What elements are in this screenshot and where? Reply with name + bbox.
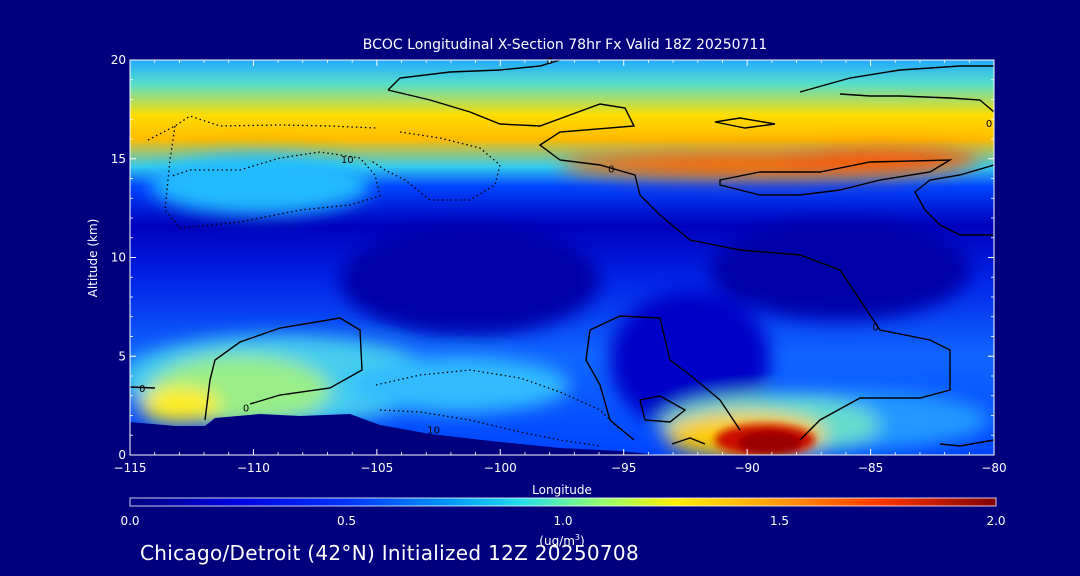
colorbar-tick-label: 1.5	[770, 514, 789, 528]
contour-label: 10	[341, 155, 354, 166]
x-tick-label: −100	[484, 461, 517, 475]
chart-title: BCOC Longitudinal X-Section 78hr Fx Vali…	[363, 37, 767, 53]
x-tick-label: −95	[611, 461, 636, 475]
colorbar-tick-label: 0.0	[120, 514, 139, 528]
colorbar-tick-label: 1.0	[553, 514, 572, 528]
max-concentration-core	[738, 431, 802, 455]
colorbar-unit-label: (ug/m3)	[539, 533, 584, 548]
contour-label: 0	[139, 384, 145, 395]
footer-caption: Chicago/Detroit (42°N) Initialized 12Z 2…	[140, 541, 639, 565]
plume-region	[350, 357, 570, 413]
y-axis-label: Altitude (km)	[86, 219, 100, 298]
x-tick-label: −115	[114, 461, 147, 475]
y-tick-label: 10	[111, 251, 126, 265]
colorbar-ticks: 0.0 0.5 1.0 1.5 2.0	[120, 514, 1005, 528]
colorbar-unit-close: )	[580, 534, 585, 548]
contour-lines	[130, 60, 994, 447]
low-concentration-region	[610, 290, 770, 430]
colorbar-tick-label: 2.0	[986, 514, 1005, 528]
y-tick-label: 20	[111, 53, 126, 67]
y-tick-label: 15	[111, 152, 126, 166]
x-tick-label: −80	[981, 461, 1006, 475]
contour-label: 0	[243, 404, 249, 415]
surface-max-blobs	[715, 424, 815, 455]
contour-label: 10	[427, 425, 440, 436]
plume-region	[140, 387, 220, 423]
colorbar-tick-label: 0.5	[337, 514, 356, 528]
dotted-contours	[147, 115, 621, 447]
colorbar-unit-superscript: 3	[575, 533, 580, 542]
colorbar-unit-text: (ug/m	[539, 534, 575, 548]
upper-layer-region	[780, 148, 980, 172]
x-tick-label: −90	[734, 461, 759, 475]
contour-label: 0	[872, 323, 878, 334]
x-tick-label: −105	[360, 461, 393, 475]
x-tick-label: −85	[858, 461, 883, 475]
x-tick-label: −110	[237, 461, 270, 475]
y-tick-label: 5	[118, 349, 126, 363]
x-axis: −115 −110 −105 −100 −95 −90 −85 −80	[114, 60, 1007, 475]
contour-label: 0	[986, 119, 992, 130]
low-concentration-region	[340, 225, 600, 335]
x-axis-label: Longitude	[532, 483, 592, 497]
plot-area	[130, 60, 994, 455]
colorbar	[129, 497, 997, 507]
terrain-mask	[130, 414, 660, 455]
y-tick-label: 0	[118, 448, 126, 462]
contour-label: 0	[608, 165, 614, 176]
y-axis: 0 5 10 15 20	[111, 53, 994, 462]
